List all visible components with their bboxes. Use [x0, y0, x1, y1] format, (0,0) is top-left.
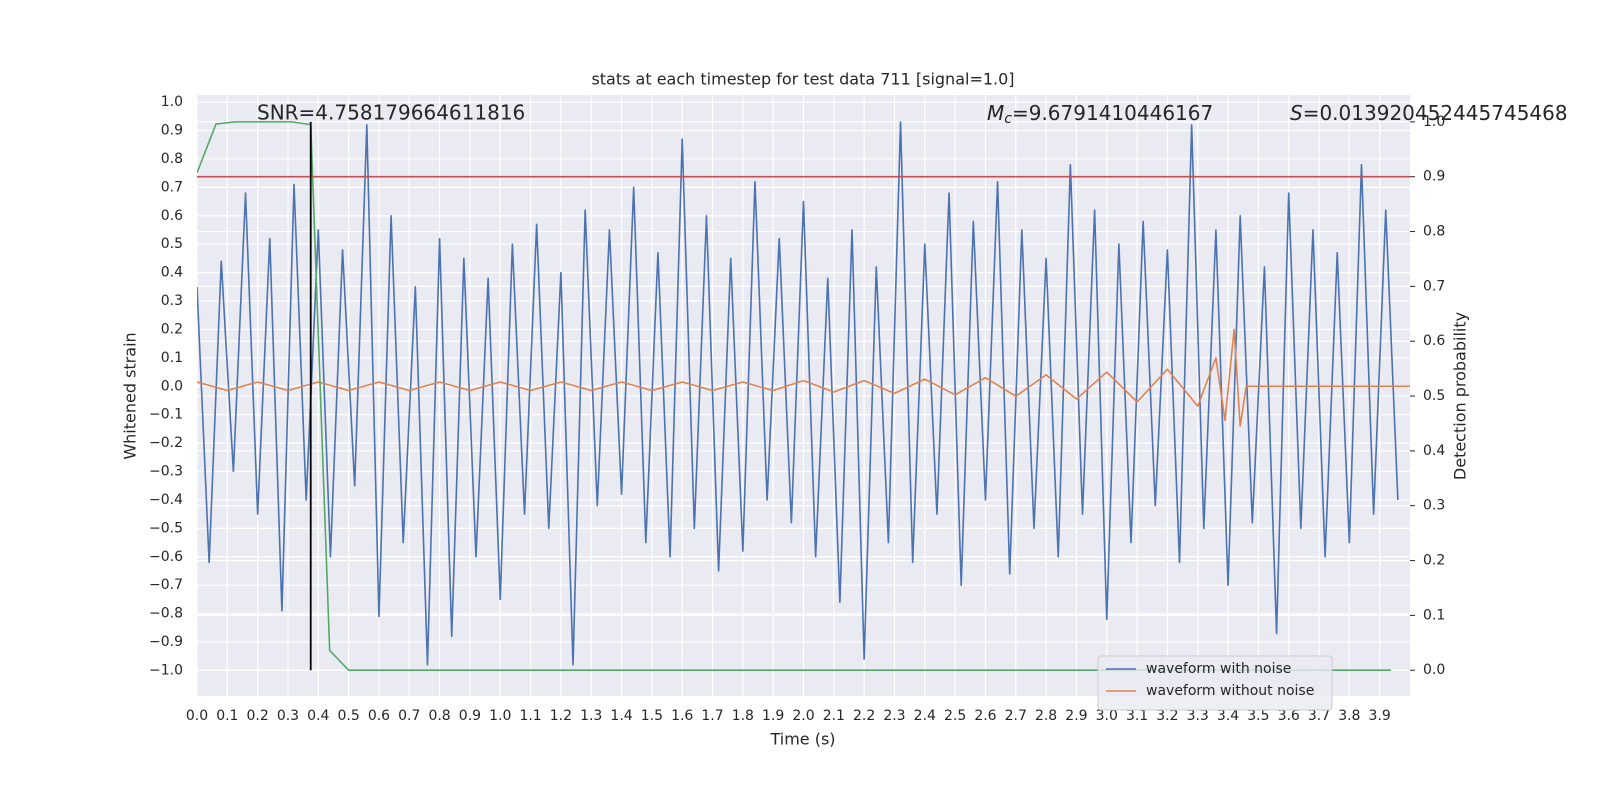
x-tick-label: 0.4 [307, 708, 329, 724]
x-tick-label: 3.0 [1096, 708, 1118, 724]
x-tick-label: 1.9 [762, 708, 784, 724]
annotation: Mc=9.6791410446167 [987, 101, 1213, 128]
x-tick-label: 1.0 [489, 708, 511, 724]
legend-box [1097, 655, 1333, 711]
annotation-text: =0.013920452445745468 [1303, 101, 1568, 125]
chart-title: stats at each timestep for test data 711… [591, 70, 1014, 89]
x-tick-label: 0.3 [277, 708, 299, 724]
x-tick-label: 1.4 [610, 708, 632, 724]
y-tick-label: 0.0 [161, 378, 183, 394]
x-tick-label: 3.8 [1338, 708, 1360, 724]
x-tick-label: 0.9 [459, 708, 481, 724]
x-tick-label: 2.1 [823, 708, 845, 724]
y-tick-label: 0.5 [161, 236, 183, 252]
x-tick-label: 2.8 [1035, 708, 1057, 724]
x-tick-label: 2.5 [944, 708, 966, 724]
annotation-subscript: c [1004, 111, 1012, 127]
y2-axis-label: Detection probability [1451, 312, 1470, 480]
x-tick-label: 2.4 [914, 708, 936, 724]
y2-tick-label: 0.3 [1423, 498, 1445, 514]
x-tick-label: 1.3 [580, 708, 602, 724]
x-tick-label: 3.3 [1187, 708, 1209, 724]
x-tick-label: 3.4 [1217, 708, 1239, 724]
x-tick-label: 1.1 [519, 708, 541, 724]
x-tick-label: 0.0 [186, 708, 208, 724]
y-tick-label: 0.2 [161, 321, 183, 337]
annotation-symbol: M [987, 101, 1004, 125]
x-tick-label: 2.2 [853, 708, 875, 724]
x-tick-label: 3.5 [1247, 708, 1269, 724]
y-axis-label: Whitened strain [121, 332, 140, 459]
y-tick-label: −0.2 [149, 435, 183, 451]
legend-label: waveform with noise [1146, 661, 1291, 677]
x-axis-label: Time (s) [769, 730, 835, 749]
y-tick-label: −0.6 [149, 549, 183, 565]
y-tick-label: 0.9 [161, 123, 183, 139]
y-tick-label: 0.6 [161, 208, 183, 224]
x-tick-label: 0.8 [428, 708, 450, 724]
y2-tick-label: 0.0 [1423, 662, 1445, 678]
y2-tick-label: 0.2 [1423, 553, 1445, 569]
x-tick-label: 0.7 [398, 708, 420, 724]
y-tick-label: −0.4 [149, 492, 183, 508]
x-tick-label: 0.6 [368, 708, 390, 724]
x-tick-label: 2.7 [1005, 708, 1027, 724]
x-tick-label: 2.3 [883, 708, 905, 724]
annotation-text: =9.6791410446167 [1012, 101, 1213, 125]
y-tick-label: −0.5 [149, 520, 183, 536]
y-tick-label: 0.4 [161, 265, 183, 281]
y-tick-label: 0.8 [161, 151, 183, 167]
x-tick-label: 1.2 [550, 708, 572, 724]
y-tick-label: 0.7 [161, 179, 183, 195]
x-tick-label: 2.0 [792, 708, 814, 724]
y-tick-label: 1.0 [161, 94, 183, 110]
y-tick-label: 0.3 [161, 293, 183, 309]
y2-tick-label: 1.0 [1423, 114, 1445, 130]
series-line [197, 328, 1410, 427]
x-tick-label: 1.8 [732, 708, 754, 724]
y2-tick-label: 0.4 [1423, 443, 1445, 459]
x-tick-label: 1.5 [641, 708, 663, 724]
x-tick-label: 0.5 [337, 708, 359, 724]
x-tick-label: 3.1 [1126, 708, 1148, 724]
x-tick-label: 3.2 [1156, 708, 1178, 724]
y-tick-label: −0.8 [149, 606, 183, 622]
x-tick-label: 0.1 [216, 708, 238, 724]
y2-tick-label: 0.8 [1423, 224, 1445, 240]
x-tick-label: 3.6 [1278, 708, 1300, 724]
y2-tick-label: 0.5 [1423, 388, 1445, 404]
y-tick-label: −1.0 [149, 662, 183, 678]
x-tick-label: 2.6 [974, 708, 996, 724]
x-tick-label: 1.6 [671, 708, 693, 724]
annotation: S=0.013920452445745468 [1290, 101, 1568, 125]
x-tick-label: 3.7 [1308, 708, 1330, 724]
x-tick-label: 1.7 [701, 708, 723, 724]
annotation: SNR=4.758179664611816 [257, 101, 525, 125]
y2-tick-label: 0.1 [1423, 607, 1445, 623]
y-tick-label: −0.1 [149, 407, 183, 423]
annotation-symbol: S [1290, 101, 1303, 125]
y2-tick-label: 0.6 [1423, 333, 1445, 349]
y-tick-label: 0.1 [161, 350, 183, 366]
y-tick-label: −0.9 [149, 634, 183, 650]
x-tick-label: 3.9 [1369, 708, 1391, 724]
y2-tick-label: 0.9 [1423, 169, 1445, 185]
y2-tick-label: 0.7 [1423, 278, 1445, 294]
series-line [197, 121, 1399, 666]
y-tick-label: −0.3 [149, 464, 183, 480]
x-tick-label: 2.9 [1065, 708, 1087, 724]
legend-label: waveform without noise [1146, 683, 1314, 699]
x-tick-label: 0.2 [247, 708, 269, 724]
y-tick-label: −0.7 [149, 577, 183, 593]
